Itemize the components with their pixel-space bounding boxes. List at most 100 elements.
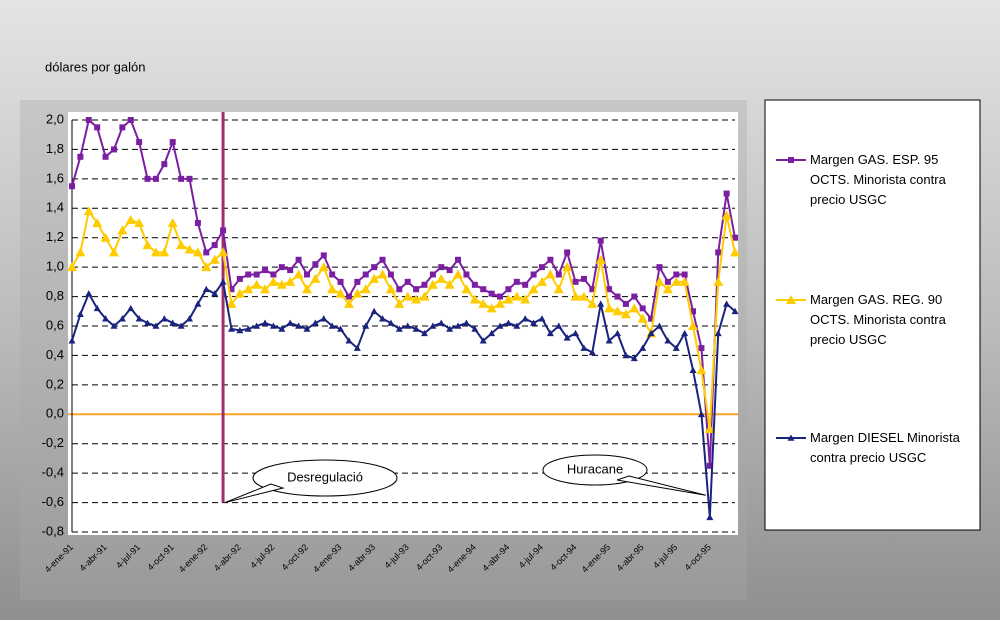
- data-point: [471, 325, 479, 332]
- data-point: [679, 276, 690, 286]
- data-point: [528, 284, 539, 294]
- data-point: [379, 256, 386, 263]
- data-point: [597, 300, 605, 307]
- legend-label: Margen GAS. ESP. 95 OCTS. Minorista cont…: [810, 152, 946, 207]
- data-point: [278, 264, 285, 271]
- data-point: [522, 281, 529, 288]
- y-tick-label: 0,0: [46, 406, 64, 421]
- data-point: [178, 175, 185, 182]
- callout-bubble: [542, 454, 648, 486]
- data-point: [495, 298, 506, 308]
- data-point: [184, 244, 195, 254]
- data-point: [504, 319, 512, 326]
- data-point: [269, 322, 277, 329]
- data-point: [262, 267, 269, 274]
- data-point: [77, 153, 84, 160]
- data-point: [144, 175, 151, 182]
- data-point: [631, 293, 638, 300]
- data-point: [438, 264, 445, 271]
- data-point: [303, 325, 311, 332]
- data-point: [293, 269, 304, 279]
- data-point: [329, 271, 336, 278]
- data-point: [536, 276, 547, 286]
- y-tick-label: 1,4: [46, 200, 64, 215]
- data-point: [152, 322, 160, 329]
- data-point: [704, 424, 715, 433]
- data-point: [67, 262, 77, 272]
- data-point: [570, 291, 581, 301]
- data-point: [673, 271, 680, 278]
- data-point: [353, 344, 361, 351]
- data-point: [260, 284, 271, 294]
- data-point: [117, 225, 128, 235]
- data-point: [606, 286, 613, 293]
- data-point: [572, 278, 579, 285]
- data-point: [787, 434, 795, 441]
- data-point: [395, 325, 403, 332]
- data-point: [412, 325, 420, 332]
- annotation: Huracane: [567, 461, 623, 476]
- data-point: [318, 262, 329, 272]
- data-point: [176, 240, 187, 250]
- data-point: [234, 288, 245, 298]
- data-point: [588, 348, 596, 356]
- data-point: [169, 139, 176, 146]
- data-point: [236, 275, 243, 282]
- data-point: [219, 278, 227, 285]
- data-point: [270, 271, 277, 278]
- data-point: [136, 139, 143, 146]
- data-point: [706, 462, 713, 469]
- data-point: [301, 284, 312, 294]
- data-point: [530, 271, 537, 278]
- data-point: [605, 337, 613, 344]
- data-point: [253, 271, 260, 278]
- callout-pointer: [616, 475, 706, 496]
- data-point: [402, 291, 413, 301]
- data-point: [328, 322, 336, 329]
- data-point: [513, 322, 521, 329]
- data-point: [228, 286, 235, 293]
- data-point: [604, 303, 615, 313]
- data-point: [362, 271, 369, 278]
- data-point: [788, 157, 794, 163]
- data-point: [545, 269, 556, 279]
- data-point: [662, 284, 673, 294]
- data-point: [345, 337, 353, 344]
- y-tick-label: 0,2: [46, 376, 64, 391]
- data-point: [413, 286, 420, 293]
- data-point: [226, 298, 237, 308]
- data-point: [697, 410, 705, 418]
- data-point: [75, 247, 86, 257]
- data-point: [723, 300, 731, 307]
- data-point: [352, 288, 363, 298]
- data-point: [538, 315, 546, 322]
- data-point: [639, 344, 647, 351]
- data-point: [723, 190, 730, 197]
- data-point: [354, 278, 361, 285]
- data-point: [83, 206, 94, 216]
- data-point: [612, 306, 623, 316]
- y-tick-label: -0,4: [42, 465, 64, 480]
- data-point: [419, 291, 430, 301]
- data-point: [471, 281, 478, 288]
- data-point: [714, 329, 722, 337]
- data-point: [92, 218, 103, 227]
- data-point: [437, 319, 445, 326]
- data-point: [119, 124, 126, 131]
- data-point: [227, 325, 235, 332]
- data-point: [337, 278, 344, 285]
- data-point: [211, 290, 219, 297]
- data-point: [310, 273, 321, 283]
- data-point: [220, 227, 227, 234]
- data-point: [327, 284, 338, 294]
- y-tick-label: -0,6: [42, 494, 64, 509]
- data-point: [530, 319, 538, 326]
- data-point: [580, 275, 587, 282]
- data-point: [303, 271, 310, 278]
- data-point: [127, 117, 134, 123]
- data-point: [681, 271, 688, 278]
- data-point: [108, 247, 119, 257]
- data-point: [698, 345, 705, 352]
- data-point: [420, 329, 428, 337]
- data-point: [639, 305, 646, 312]
